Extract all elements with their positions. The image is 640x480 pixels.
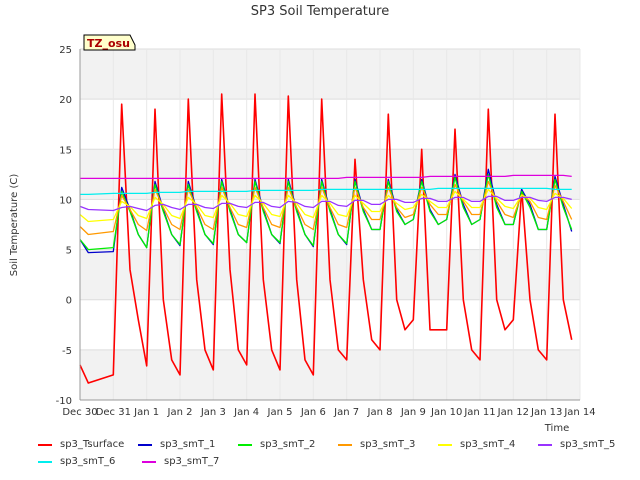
series-line-sp3_smT_4 xyxy=(79,188,573,223)
y-tick-label: 5 xyxy=(66,246,72,257)
x-tick-label: Jan 10 xyxy=(430,407,462,418)
x-tick-label: Jan 13 xyxy=(530,407,562,418)
legend-label: sp3_smT_4 xyxy=(460,439,516,450)
axes xyxy=(79,49,580,401)
x-tick-label: Jan 7 xyxy=(333,407,359,418)
y-tick-label: 15 xyxy=(59,145,72,156)
legend-item: sp3_smT_3 xyxy=(338,439,438,450)
series-line-sp3_smT_5 xyxy=(79,195,572,212)
series-line-sp3_smT_3 xyxy=(79,180,573,236)
x-tick-label: Jan 3 xyxy=(200,407,226,418)
legend-swatch xyxy=(538,443,552,446)
annotation-box xyxy=(83,34,136,51)
x-tick-label: Dec 30 xyxy=(62,407,97,418)
x-tick-label: Jan 11 xyxy=(463,407,495,418)
series-line-sp3_smT_7 xyxy=(80,174,572,180)
legend-swatch xyxy=(438,443,452,446)
x-tick-label: Jan 14 xyxy=(563,407,595,418)
legend: sp3_Tsurface sp3_smT_1 sp3_smT_2 sp3_smT_3 s… xyxy=(38,436,638,470)
legend-swatch xyxy=(142,460,156,463)
legend-row: sp3_Tsurface sp3_smT_1 sp3_smT_2 sp3_smT_3 s… xyxy=(38,436,638,453)
x-tick-label: Jan 9 xyxy=(400,407,426,418)
x-axis-label: Time xyxy=(544,423,569,434)
legend-swatch xyxy=(38,443,52,446)
plot-band xyxy=(80,49,580,100)
legend-item: sp3_smT_6 xyxy=(38,456,142,467)
legend-label: sp3_smT_1 xyxy=(160,439,216,450)
y-tick-label: 0 xyxy=(66,296,72,307)
x-tick-label: Jan 2 xyxy=(167,407,193,418)
plot-band xyxy=(80,349,580,400)
legend-item: sp3_smT_2 xyxy=(238,439,338,450)
legend-swatch xyxy=(238,443,252,446)
legend-item: sp3_smT_1 xyxy=(138,439,238,450)
plot-band xyxy=(80,99,580,150)
y-tick-label: 10 xyxy=(59,195,72,206)
annotation-text: TZ_osu xyxy=(87,37,130,50)
x-tick-label: Jan 6 xyxy=(300,407,326,418)
series-line-sp3_smT_6 xyxy=(80,187,572,196)
x-tick-label: Jan 4 xyxy=(233,407,259,418)
y-tick-label: -10 xyxy=(56,396,72,407)
x-tick-label: Jan 1 xyxy=(133,407,159,418)
legend-label: sp3_smT_7 xyxy=(164,456,220,467)
y-axis-label: Soil Temperature (C) xyxy=(9,174,20,277)
plot-band xyxy=(80,299,580,350)
legend-label: sp3_smT_5 xyxy=(560,439,616,450)
legend-label: sp3_smT_3 xyxy=(360,439,416,450)
legend-swatch xyxy=(138,443,152,446)
x-tick-label: Jan 8 xyxy=(367,407,393,418)
series-lines xyxy=(79,93,573,384)
legend-label: sp3_Tsurface xyxy=(60,439,125,450)
plot-band xyxy=(80,149,580,200)
y-tick-label: 25 xyxy=(59,45,72,56)
legend-swatch xyxy=(38,460,52,463)
annotation-badge: TZ_osu xyxy=(83,34,136,51)
y-tick-label: 20 xyxy=(59,95,72,106)
legend-item: sp3_smT_4 xyxy=(438,439,538,450)
legend-label: sp3_smT_6 xyxy=(60,456,116,467)
chart-title: SP3 Soil Temperature xyxy=(251,4,389,19)
legend-row: sp3_smT_6 sp3_smT_7 xyxy=(38,453,638,470)
legend-label: sp3_smT_2 xyxy=(260,439,316,450)
legend-item: sp3_Tsurface xyxy=(38,439,138,450)
series-line-sp3_Tsurface xyxy=(79,93,573,384)
legend-item: sp3_smT_5 xyxy=(538,439,638,450)
legend-swatch xyxy=(338,443,352,446)
y-tick-label: -5 xyxy=(62,346,72,357)
x-tick-label: Dec 31 xyxy=(96,407,131,418)
legend-item: sp3_smT_7 xyxy=(142,456,246,467)
x-tick-label: Jan 5 xyxy=(267,407,293,418)
x-tick-label: Jan 12 xyxy=(497,407,529,418)
